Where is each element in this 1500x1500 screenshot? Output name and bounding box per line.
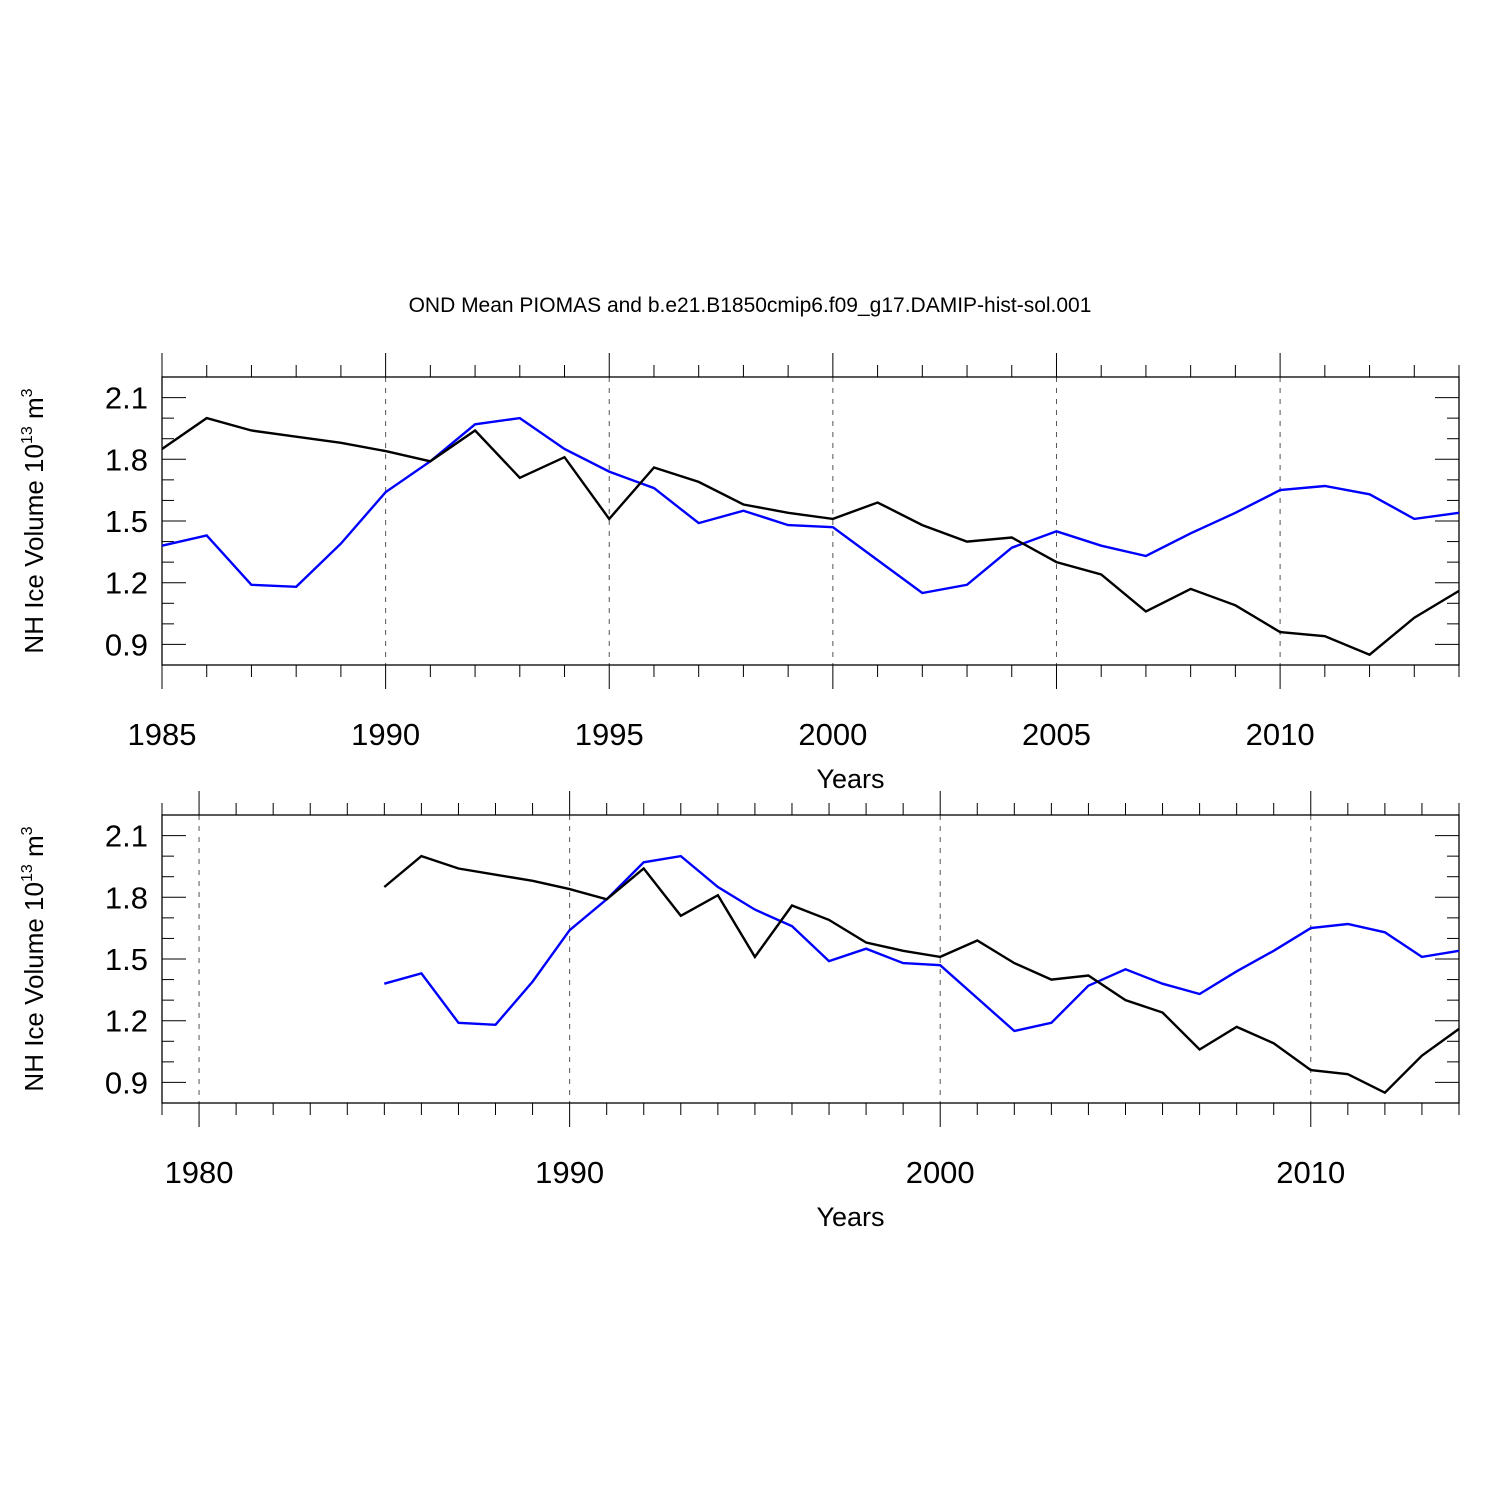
chart-title: OND Mean PIOMAS and b.e21.B1850cmip6.f09…	[409, 294, 1092, 317]
top-y-axis-label-unit: m	[19, 397, 49, 426]
top-y-axis-label-main: NH Ice Volume 10	[19, 444, 49, 654]
bottom-series-model-line	[383, 854, 1460, 1033]
bottom-plot-frame	[161, 814, 1460, 1104]
top-ytick-label-1.8: 1.8	[105, 442, 148, 477]
bottom-xtick-label-1980: 1980	[165, 1155, 234, 1190]
bottom-ytick-label-0.9: 0.9	[105, 1065, 148, 1100]
top-xtick-label-1985: 1985	[128, 717, 197, 752]
bottom-y-axis-label-main: NH Ice Volume 10	[19, 882, 49, 1092]
bottom-ytick-label-1.2: 1.2	[105, 1004, 148, 1039]
top-xtick-label-2010: 2010	[1246, 717, 1315, 752]
bottom-xtick-label-2010: 2010	[1276, 1155, 1345, 1190]
bottom-y-axis-label-unit-exp: 3	[19, 826, 36, 835]
top-ytick-label-2.1: 2.1	[105, 381, 148, 416]
top-series-piomas-line	[161, 416, 1460, 657]
bottom-y-axis-label-unit: m	[19, 835, 49, 864]
bottom-ytick-label-1.5: 1.5	[105, 942, 148, 977]
top-x-axis-title: Years	[816, 764, 884, 794]
top-xtick-label-2000: 2000	[798, 717, 867, 752]
bottom-xtick-label-2000: 2000	[906, 1155, 975, 1190]
top-ytick-label-0.9: 0.9	[105, 627, 148, 662]
top-series-model-line	[161, 416, 1460, 595]
top-y-axis-label-unit-exp: 3	[19, 388, 36, 397]
top-y-axis-label: NH Ice Volume 1013 m3	[19, 388, 49, 653]
bottom-x-axis-title: Years	[816, 1202, 884, 1232]
bottom-xtick-label-1990: 1990	[535, 1155, 604, 1190]
top-xtick-label-1995: 1995	[575, 717, 644, 752]
top-xtick-label-2005: 2005	[1022, 717, 1091, 752]
top-ytick-label-1.2: 1.2	[105, 566, 148, 601]
top-ytick-label-1.5: 1.5	[105, 504, 148, 539]
top-panel: NH Ice Volume 1013 m3 0.9 1.2 1.5 1.8 2.1 198…	[19, 353, 1460, 794]
top-xtick-label-1990: 1990	[351, 717, 420, 752]
bottom-series-piomas-line	[383, 854, 1460, 1095]
top-y-axis-label-exp: 13	[19, 426, 36, 444]
bottom-ytick-label-2.1: 2.1	[105, 819, 148, 854]
bottom-y-axis-label: NH Ice Volume 1013 m3	[19, 826, 49, 1091]
bottom-ytick-label-1.8: 1.8	[105, 880, 148, 915]
bottom-y-axis-label-exp: 13	[19, 864, 36, 882]
bottom-panel: NH Ice Volume 1013 m3 0.9 1.2 1.5 1.8 2.1 198…	[19, 791, 1460, 1232]
